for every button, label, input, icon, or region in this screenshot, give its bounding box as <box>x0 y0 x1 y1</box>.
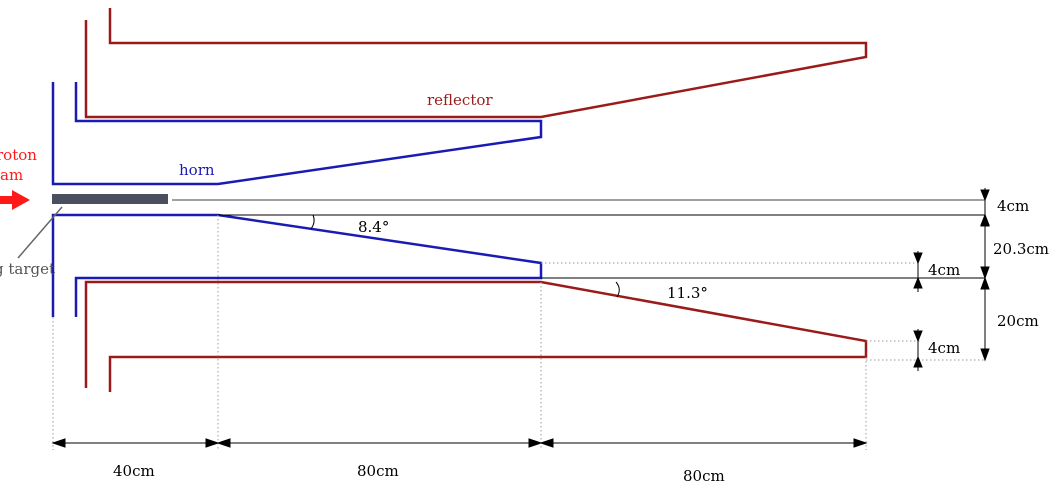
dim-horn-half-label: 20.3cm <box>993 240 1049 258</box>
dim-reflector-half <box>980 276 990 362</box>
dim-length-40 <box>51 438 220 448</box>
reflector-label: reflector <box>427 91 493 109</box>
horn-upper <box>51 82 543 186</box>
dim-horn-thickness <box>913 251 923 292</box>
dim-length-80a-label: 80cm <box>357 462 399 480</box>
dim-length-40-label: 40cm <box>113 462 155 480</box>
dim-reflector-thickness-label: 4cm <box>928 339 960 357</box>
dim-horn-half <box>980 213 990 280</box>
reflector-lower <box>84 280 868 392</box>
horn-angle-label: 8.4° <box>358 218 389 236</box>
reflector-angle-label: 11.3° <box>667 284 708 302</box>
angle-arc-horn <box>310 214 315 230</box>
dim-horn-thickness-label: 4cm <box>928 261 960 279</box>
dim-length-80b <box>539 438 868 448</box>
target-pointer <box>17 206 63 259</box>
target-rod <box>52 194 168 204</box>
proton-beam-label-2: am <box>0 166 23 184</box>
horn-lower <box>51 213 543 317</box>
dim-reflector-half-label: 20cm <box>997 312 1039 330</box>
proton-beam-label-1: roton <box>0 146 37 164</box>
dim-reflector-thickness <box>913 329 923 371</box>
dim-length-80a <box>216 438 543 448</box>
horn-label: horn <box>179 161 215 179</box>
dim-length-80b-label: 80cm <box>683 467 725 485</box>
angle-arc-reflector <box>615 281 620 298</box>
dim-gap-center-label: 4cm <box>997 197 1029 215</box>
target-label: g target <box>0 260 55 278</box>
proton-beam-arrow <box>0 190 30 210</box>
reflector-upper <box>84 8 868 119</box>
